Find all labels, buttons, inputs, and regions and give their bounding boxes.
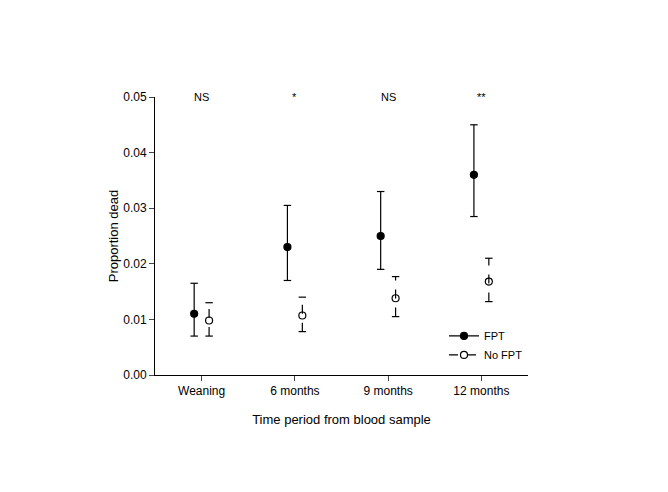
svg-text:NS: NS xyxy=(381,91,396,103)
svg-text:0.04: 0.04 xyxy=(123,146,147,160)
svg-text:0.00: 0.00 xyxy=(123,368,147,382)
svg-text:Time period from blood sample: Time period from blood sample xyxy=(252,412,431,427)
svg-text:FPT: FPT xyxy=(484,330,505,342)
svg-text:Weaning: Weaning xyxy=(178,384,225,398)
svg-text:6 months: 6 months xyxy=(270,384,319,398)
svg-text:Proportion dead: Proportion dead xyxy=(106,190,121,283)
svg-text:No FPT: No FPT xyxy=(484,349,522,361)
svg-text:0.03: 0.03 xyxy=(123,201,147,215)
svg-text:**: ** xyxy=(477,91,486,103)
svg-text:12 months: 12 months xyxy=(453,384,509,398)
svg-text:NS: NS xyxy=(194,91,209,103)
svg-text:0.01: 0.01 xyxy=(123,313,147,327)
svg-text:0.05: 0.05 xyxy=(123,90,147,104)
svg-text:9 months: 9 months xyxy=(363,384,412,398)
svg-text:*: * xyxy=(292,91,297,103)
svg-text:0.02: 0.02 xyxy=(123,257,147,271)
